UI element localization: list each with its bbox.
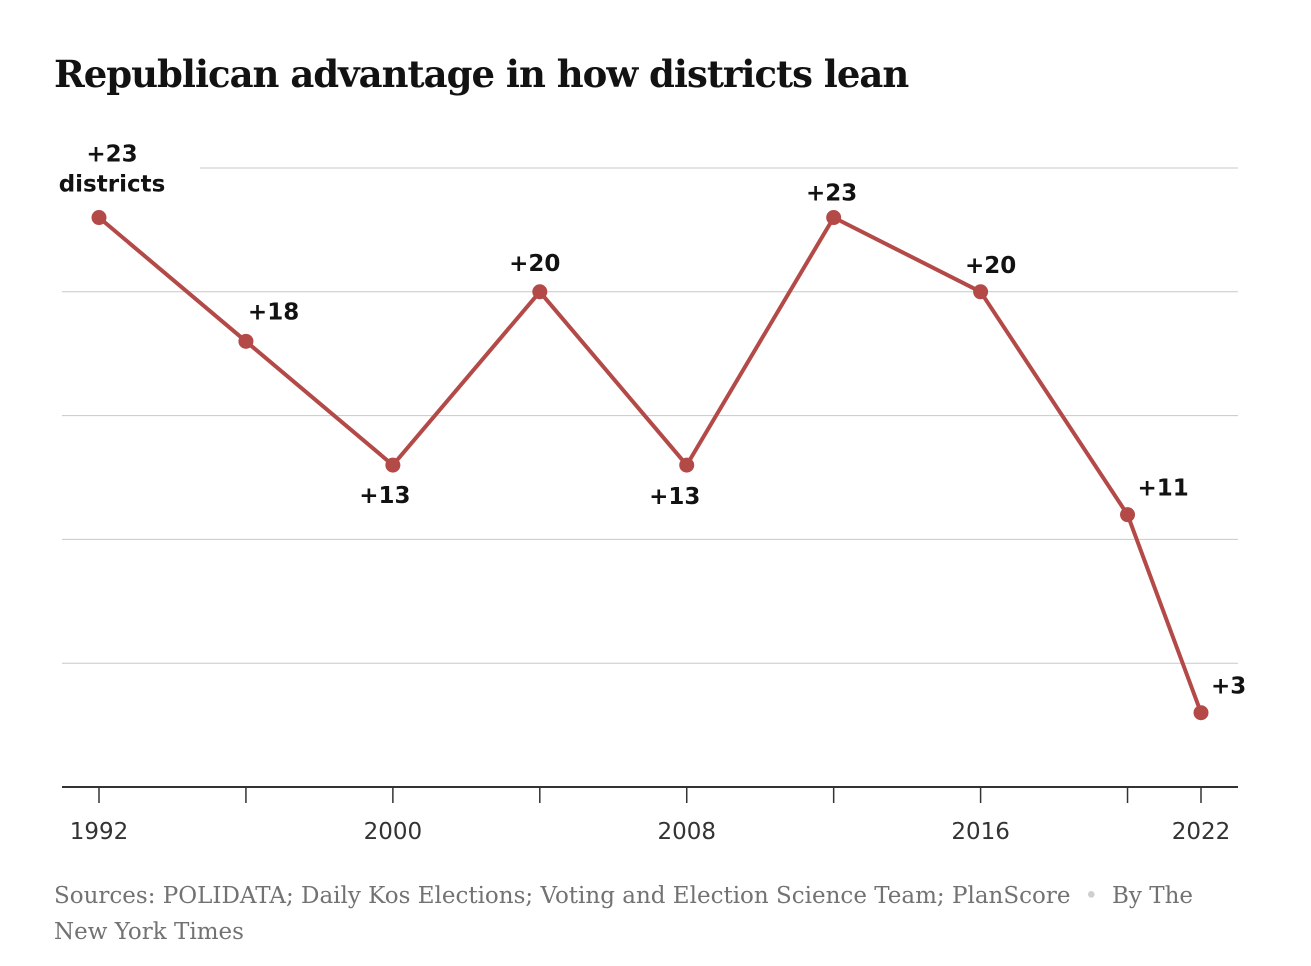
separator-dot: • bbox=[1084, 883, 1099, 909]
data-point-5 bbox=[826, 210, 842, 226]
data-point-1 bbox=[238, 333, 254, 349]
data-labels: +23 districts +18 +13 +20 +13 +23 +20 +11 +3 bbox=[59, 142, 1247, 700]
x-tick-label-2: 2008 bbox=[657, 819, 716, 845]
data-label-6: +20 bbox=[965, 253, 1016, 279]
data-label-4: +13 bbox=[649, 484, 700, 510]
line-chart: 1992 2000 2008 2016 2022 +23districts+18+13+… bbox=[59, 142, 1247, 845]
data-label-8: +3 bbox=[1211, 674, 1246, 700]
gridlines bbox=[62, 167, 1238, 664]
x-tick-label-4: 2022 bbox=[1172, 819, 1231, 845]
byline-text: By The New York Times bbox=[54, 883, 1193, 945]
data-points bbox=[91, 210, 1209, 721]
data-label-1: +18 bbox=[248, 299, 299, 325]
x-tick-label-0: 1992 bbox=[70, 819, 129, 845]
data-label-5: +23 bbox=[806, 181, 857, 207]
data-point-7 bbox=[1120, 507, 1136, 523]
data-point-4 bbox=[679, 457, 695, 473]
data-point-2 bbox=[385, 457, 401, 473]
x-tick-label-1: 2000 bbox=[364, 819, 423, 845]
data-label-7: +11 bbox=[1138, 476, 1189, 502]
data-point-8 bbox=[1193, 705, 1209, 721]
data-label-2: +13 bbox=[359, 483, 410, 509]
chart-title: Republican advantage in how districts le… bbox=[54, 52, 909, 96]
data-label-3: +20 bbox=[509, 251, 560, 277]
data-label-0: +23 bbox=[86, 142, 137, 168]
sources-text: Sources: POLIDATA; Daily Kos Elections; … bbox=[54, 883, 1071, 909]
data-point-6 bbox=[973, 284, 989, 300]
data-point-3 bbox=[532, 284, 548, 300]
x-tick-label-3: 2016 bbox=[951, 819, 1010, 845]
data-point-0 bbox=[91, 210, 107, 226]
data-label-unit: districts bbox=[59, 172, 166, 198]
chart-footer: Sources: POLIDATA; Daily Kos Elections; … bbox=[54, 878, 1244, 950]
x-axis: 1992 2000 2008 2016 2022 bbox=[62, 786, 1238, 845]
